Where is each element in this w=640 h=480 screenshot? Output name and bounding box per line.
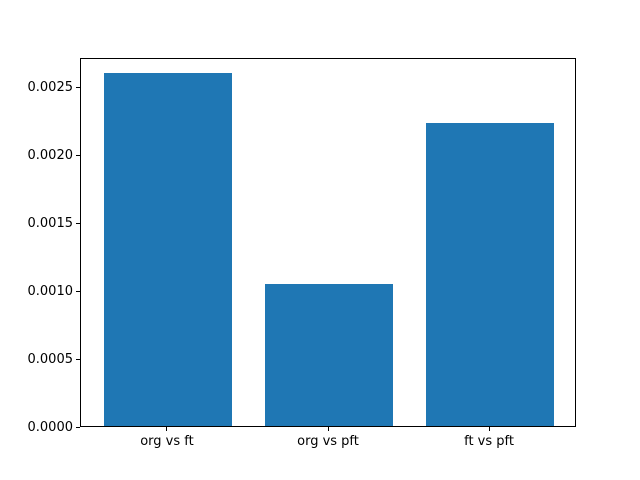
plot-area [80,58,576,427]
x-tick-mark [488,427,490,431]
y-tick-label: 0.0020 [27,148,74,164]
x-tick-label-org-vs-pft: org vs pft [297,434,359,449]
y-tick-mark [76,290,80,292]
y-tick-mark [76,155,80,157]
y-tick-mark [76,426,80,428]
y-tick-mark [76,87,80,89]
bar-org-vs-pft [264,283,394,426]
y-tick-mark [76,223,80,224]
x-tick-mark [166,427,168,431]
x-tick-label-org-vs-ft: org vs ft [140,434,194,449]
y-tick-label: 0.0005 [27,351,74,367]
y-tick-label: 0.0000 [27,419,74,435]
y-tick-label: 0.0010 [27,283,74,299]
x-tick-label-ft-vs-pft: ft vs pft [464,434,514,449]
x-tick-mark [327,427,329,431]
y-tick-label: 0.0025 [27,80,74,96]
bar-ft-vs-pft [425,123,555,426]
y-tick-label: 0.0015 [27,216,74,231]
y-tick-mark [76,358,80,360]
bar-org-vs-ft [103,73,233,426]
